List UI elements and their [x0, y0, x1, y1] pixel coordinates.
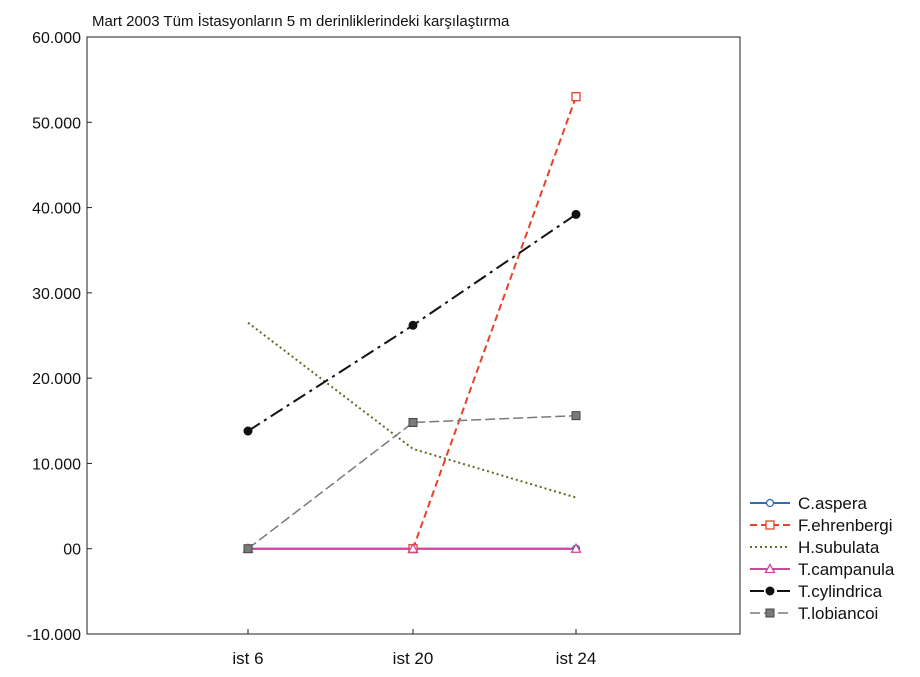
- y-tick-label: 20.000: [32, 371, 81, 388]
- y-tick-label: 00: [63, 542, 81, 559]
- data-point: [408, 320, 418, 330]
- y-axis: 60.000 50.000 40.000 30.000 20.000 10.000 00 -1…: [27, 30, 92, 644]
- data-point: [765, 608, 775, 618]
- y-tick-label: 60.000: [32, 30, 81, 47]
- x-tick-label: ist 20: [393, 649, 434, 668]
- data-point: [570, 542, 582, 553]
- legend-label: T.campanula: [798, 560, 895, 579]
- legend-label: H.subulata: [798, 538, 880, 557]
- x-tick-label: ist 6: [232, 649, 263, 668]
- legend-label: C.aspera: [798, 494, 868, 513]
- data-point: [571, 411, 581, 421]
- x-axis: ist 6 ist 20 ist 24: [232, 629, 596, 668]
- data-point: [765, 586, 775, 596]
- series-line-h-subulata: [247, 321, 577, 499]
- data-point: [764, 563, 776, 574]
- data-point: [408, 417, 418, 427]
- y-tick-label: 10.000: [32, 456, 81, 473]
- data-point: [407, 542, 419, 553]
- data-point: [243, 426, 253, 436]
- legend: C.aspera F.ehrenbergi H.subulata T.campanul…: [750, 494, 895, 623]
- x-tick-label: ist 24: [556, 649, 597, 668]
- chart-title: Mart 2003 Tüm İstasyonların 5 m derinlik…: [92, 12, 510, 30]
- y-tick-label: 40.000: [32, 201, 81, 218]
- data-point: [571, 209, 581, 219]
- data-point: [765, 520, 775, 530]
- y-tick-label: -10.000: [27, 627, 81, 644]
- series-line-f-ehrenbergi: [412, 96, 577, 550]
- y-tick-label: 30.000: [32, 286, 81, 303]
- series-markers: [242, 92, 582, 554]
- legend-label: T.lobiancoi: [798, 604, 878, 623]
- y-tick-label: 50.000: [32, 115, 81, 132]
- legend-label: T.cylindrica: [798, 582, 883, 601]
- legend-label: F.ehrenbergi: [798, 516, 893, 535]
- data-point: [243, 544, 253, 554]
- series-line-t-lobiancoi: [247, 414, 577, 550]
- data-point: [571, 92, 581, 102]
- data-point: [765, 498, 775, 508]
